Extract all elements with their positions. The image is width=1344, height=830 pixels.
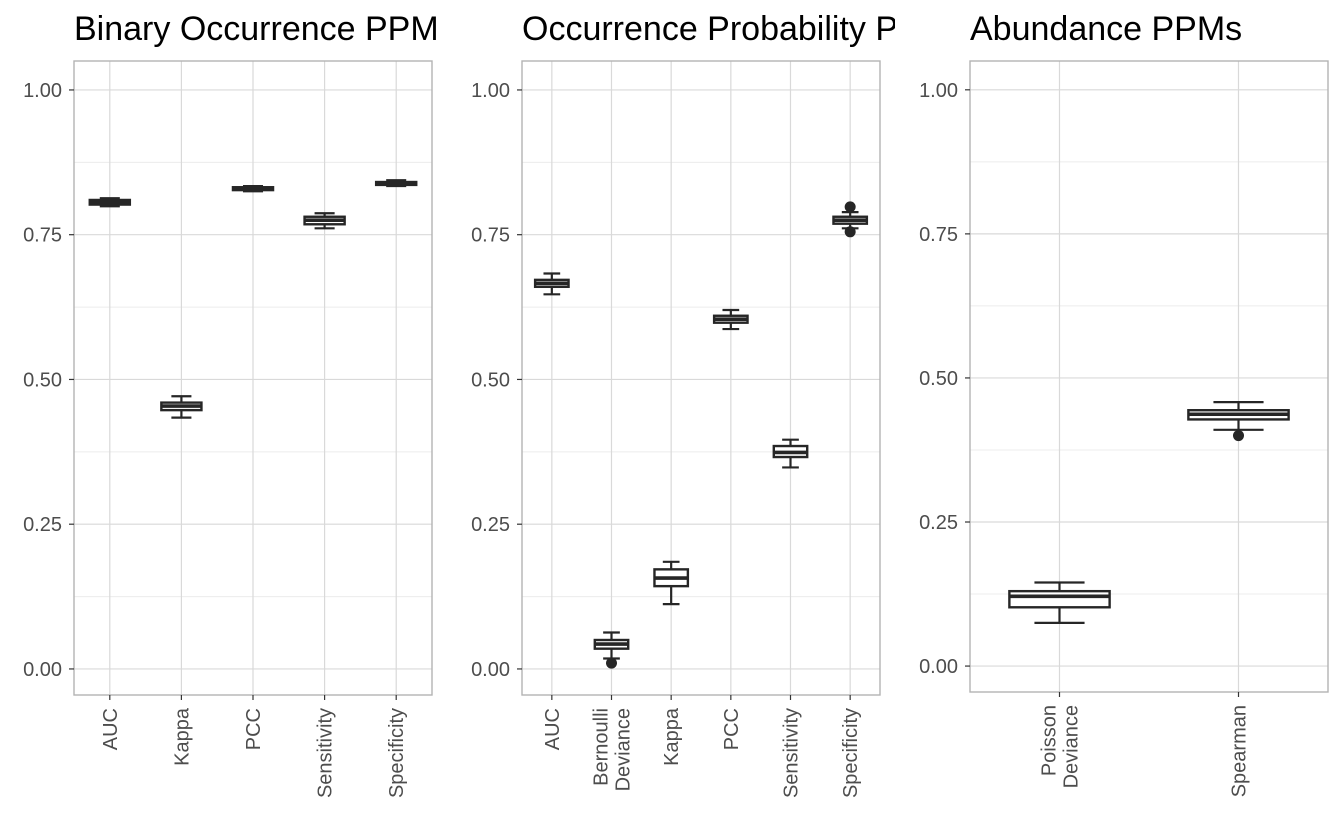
box-specificity: [374, 179, 418, 188]
y-tick-label: 0.00: [23, 659, 62, 681]
x-tick-label-line: PCC: [721, 708, 743, 750]
y-tick-label: 0.00: [471, 659, 510, 681]
x-tick-label-line: Deviance: [1061, 705, 1083, 788]
x-tick-label: Kappa: [661, 707, 683, 766]
y-tick-label: 0.75: [471, 225, 510, 247]
x-tick-label: PCC: [243, 708, 265, 750]
x-tick-label: Spearman: [1229, 705, 1251, 797]
box-bernoulli-deviance: [593, 631, 630, 669]
x-tick-label-line: Sensitivity: [781, 708, 803, 798]
y-tick-label: 0.50: [919, 368, 958, 390]
panel-border: [521, 60, 881, 696]
y-tick-label: 1.00: [919, 80, 958, 102]
x-tick-label: PCC: [721, 708, 743, 750]
x-tick-label-line: AUC: [100, 708, 122, 750]
y-tick-label: 0.50: [471, 369, 510, 391]
panel-1: 0.00 0.25 0.50 0.75 1.00 AUC Kappa PCC Sensitivi…: [23, 10, 439, 798]
x-tick-label-line: Poisson: [1039, 705, 1061, 776]
box-body: [1008, 589, 1111, 609]
panel-2: 0.00 0.25 0.50 0.75 1.00 AUC BernoulliDeviance…: [471, 10, 898, 798]
x-tick-label: PoissonDeviance: [1039, 705, 1083, 788]
box-kappa: [653, 560, 690, 606]
x-tick-label: Specificity: [840, 708, 862, 798]
outlier-point: [1233, 430, 1244, 442]
box-spearman: [1187, 401, 1290, 442]
x-tick-label-line: PCC: [243, 708, 265, 750]
x-tick-label: Sensitivity: [315, 708, 337, 798]
x-tick-label: Sensitivity: [781, 708, 803, 798]
x-tick-label-line: Sensitivity: [315, 708, 337, 798]
y-tick-label: 0.25: [919, 512, 958, 534]
box-pcc: [712, 308, 749, 331]
x-tick-label-line: Specificity: [840, 708, 862, 798]
x-tick-label-line: Bernoulli: [591, 708, 613, 786]
y-tick-label: 0.50: [23, 369, 62, 391]
boxes-layer: [1008, 401, 1290, 624]
x-tick-label: Specificity: [386, 708, 408, 798]
x-tick-label: AUC: [100, 708, 122, 750]
outlier-point: [844, 201, 856, 213]
box-pcc: [231, 184, 275, 193]
outlier-point: [606, 657, 617, 669]
panel-title: Binary Occurrence PPM: [74, 10, 439, 48]
x-tick-label-line: AUC: [542, 708, 564, 750]
y-tick-label: 0.75: [23, 225, 62, 247]
x-tick-label-line: Kappa: [661, 707, 683, 766]
x-tick-label-line: Kappa: [171, 707, 193, 766]
box-specificity: [832, 201, 869, 238]
panel-3: 0.00 0.25 0.50 0.75 1.00 PoissonDeviance Spear…: [919, 10, 1329, 797]
panel-title: Abundance PPMs: [970, 10, 1242, 48]
panel-title: Occurrence Probability P: [522, 10, 898, 48]
y-tick-label: 0.25: [471, 514, 510, 536]
x-tick-label-line: Specificity: [386, 708, 408, 798]
x-tick-label: Kappa: [171, 707, 193, 766]
y-tick-label: 1.00: [471, 80, 510, 102]
boxes-layer: [533, 201, 869, 669]
x-tick-label: AUC: [542, 708, 564, 750]
y-tick-label: 0.25: [23, 514, 62, 536]
outlier-point: [844, 226, 856, 238]
box-auc: [88, 197, 132, 208]
boxes-layer: [88, 179, 418, 419]
x-tick-label-line: Spearman: [1229, 705, 1251, 797]
box-auc: [533, 272, 570, 296]
box-kappa: [160, 395, 203, 419]
box-sensitivity: [303, 212, 346, 230]
box-poisson-deviance: [1008, 581, 1111, 624]
y-tick-label: 1.00: [23, 80, 62, 102]
y-tick-label: 0.00: [919, 656, 958, 678]
y-tick-label: 0.75: [919, 224, 958, 246]
x-tick-label: BernoulliDeviance: [591, 708, 635, 791]
x-tick-label-line: Deviance: [613, 708, 635, 791]
panel-border: [969, 60, 1329, 693]
box-sensitivity: [772, 438, 809, 469]
